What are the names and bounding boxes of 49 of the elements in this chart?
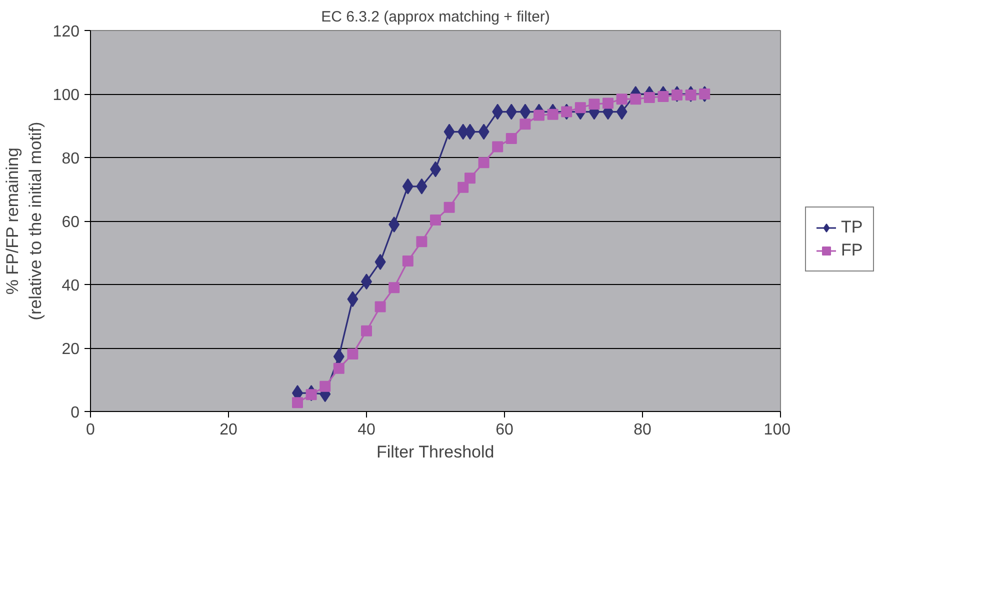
point <box>699 88 710 100</box>
point <box>561 106 572 118</box>
point <box>492 141 504 152</box>
point <box>458 182 469 193</box>
point <box>347 348 358 360</box>
point <box>416 236 428 248</box>
legend-label: FP <box>841 240 863 260</box>
y-tick-label: 80 <box>62 150 80 168</box>
x-tick-label: 40 <box>358 422 376 438</box>
point <box>520 118 531 130</box>
y-tick-label: 60 <box>62 214 80 231</box>
point <box>333 362 344 374</box>
point <box>306 389 317 400</box>
point <box>320 380 331 392</box>
point <box>644 92 655 103</box>
point <box>672 89 682 100</box>
point <box>402 256 414 267</box>
x-tick-label: 80 <box>634 422 652 438</box>
y-tick-label: 100 <box>52 87 80 104</box>
chart-title: EC 6.3.2 (approx matching + filter) <box>321 8 550 26</box>
legend-label: TP <box>841 218 863 238</box>
x-tick-label: 20 <box>220 422 238 438</box>
point <box>430 214 441 226</box>
point <box>534 110 544 121</box>
point <box>685 89 696 100</box>
point <box>506 132 517 144</box>
point <box>588 98 600 110</box>
x-tick-label: 0 <box>86 422 96 438</box>
y-tick-label: 120 <box>52 24 80 40</box>
point <box>616 94 628 105</box>
point <box>374 301 386 312</box>
point <box>361 325 372 336</box>
point <box>464 172 476 184</box>
x-tick-label: 100 <box>764 422 791 438</box>
point <box>574 102 586 114</box>
y-axis-title: % FP/FP remaining (relative to the initial motif) <box>3 122 45 320</box>
point <box>444 202 455 213</box>
point <box>630 94 642 105</box>
y-tick-label: 0 <box>70 404 80 422</box>
y-tick-label: 20 <box>62 341 80 358</box>
y-tick-label: 40 <box>62 278 80 294</box>
point <box>388 282 400 294</box>
point <box>292 397 303 408</box>
point <box>658 91 669 102</box>
x-axis-title: Filter Threshold <box>376 442 494 462</box>
point <box>478 157 490 168</box>
x-tick-label: 60 <box>496 422 514 438</box>
point <box>602 98 614 109</box>
point <box>547 108 558 120</box>
